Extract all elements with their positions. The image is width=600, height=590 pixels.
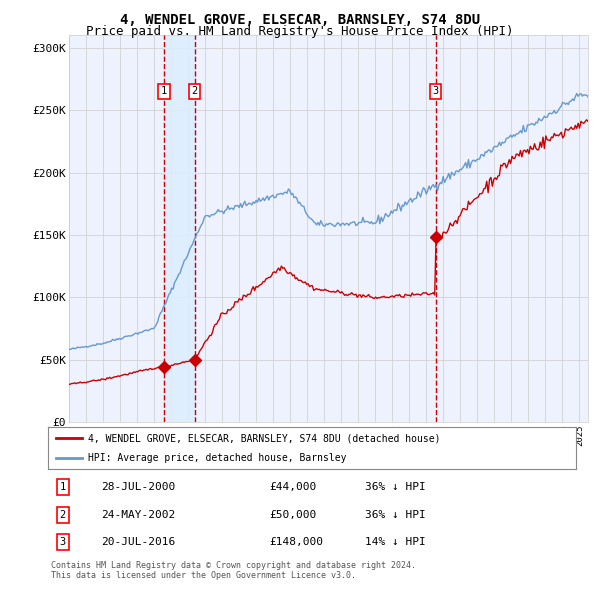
- Text: £50,000: £50,000: [270, 510, 317, 520]
- Text: 14% ↓ HPI: 14% ↓ HPI: [365, 537, 425, 547]
- Text: 1: 1: [161, 87, 167, 96]
- Text: 2: 2: [191, 87, 198, 96]
- Bar: [164, 35, 194, 422]
- Text: 24-MAY-2002: 24-MAY-2002: [101, 510, 175, 520]
- Text: 3: 3: [433, 87, 439, 96]
- Text: 36% ↓ HPI: 36% ↓ HPI: [365, 510, 425, 520]
- Text: Price paid vs. HM Land Registry's House Price Index (HPI): Price paid vs. HM Land Registry's House …: [86, 25, 514, 38]
- Text: 2: 2: [59, 510, 66, 520]
- Text: 36% ↓ HPI: 36% ↓ HPI: [365, 483, 425, 493]
- Text: 4, WENDEL GROVE, ELSECAR, BARNSLEY, S74 8DU (detached house): 4, WENDEL GROVE, ELSECAR, BARNSLEY, S74 …: [88, 434, 440, 444]
- Text: 1: 1: [59, 483, 66, 493]
- Text: £148,000: £148,000: [270, 537, 324, 547]
- Text: 3: 3: [59, 537, 66, 547]
- Text: 20-JUL-2016: 20-JUL-2016: [101, 537, 175, 547]
- Text: HPI: Average price, detached house, Barnsley: HPI: Average price, detached house, Barn…: [88, 454, 346, 463]
- Text: 4, WENDEL GROVE, ELSECAR, BARNSLEY, S74 8DU: 4, WENDEL GROVE, ELSECAR, BARNSLEY, S74 …: [120, 13, 480, 27]
- Text: £44,000: £44,000: [270, 483, 317, 493]
- Text: 28-JUL-2000: 28-JUL-2000: [101, 483, 175, 493]
- Text: Contains HM Land Registry data © Crown copyright and database right 2024.
This d: Contains HM Land Registry data © Crown c…: [51, 560, 416, 580]
